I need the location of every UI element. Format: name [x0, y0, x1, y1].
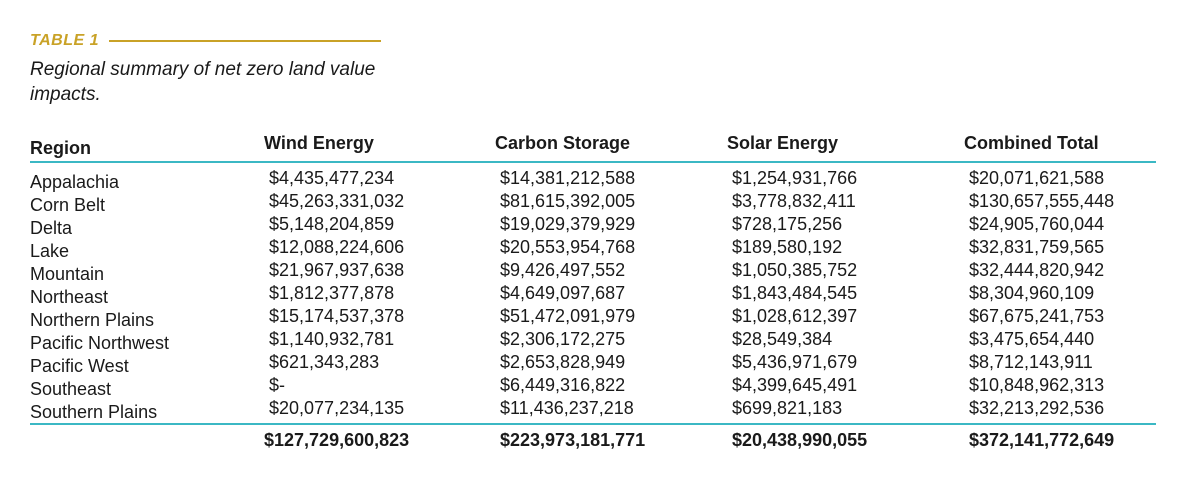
total-carbon-storage: $223,973,181,771: [500, 430, 646, 450]
cell-region: Corn Belt: [30, 195, 106, 215]
cell-combined-total: $24,905,760,044: [969, 214, 1105, 234]
cell-region: Pacific Northwest: [30, 333, 170, 353]
cell-combined-total: $8,712,143,911: [969, 352, 1093, 372]
table-row: Southern Plains $20,077,234,135 $11,436,23…: [30, 398, 1156, 422]
cell-wind-energy: $1,140,932,781: [269, 329, 395, 349]
table-caption: Regional summary of net zero land value …: [30, 59, 376, 105]
cell-solar-energy: $4,399,645,491: [732, 375, 858, 395]
cell-solar-energy: $1,050,385,752: [732, 260, 858, 280]
cell-region: Delta: [30, 218, 73, 238]
cell-combined-total: $8,304,960,109: [969, 283, 1095, 303]
cell-wind-energy: $1,812,377,878: [269, 283, 395, 303]
cell-combined-total: $10,848,962,313: [969, 375, 1105, 395]
cell-carbon-storage: $6,449,316,822: [500, 375, 626, 395]
table-row: Pacific West $621,343,283 $2,653,828,949 $5…: [30, 352, 1156, 376]
data-table: Region Wind Energy Carbon Storage Solar …: [30, 130, 1156, 450]
cell-region: Appalachia: [30, 172, 120, 192]
cell-solar-energy: $1,028,612,397: [732, 306, 858, 326]
cell-solar-energy: $699,821,183: [732, 398, 843, 418]
cell-solar-energy: $3,778,832,411: [732, 191, 856, 211]
cell-region: Southern Plains: [30, 402, 158, 422]
cell-carbon-storage: $11,436,237,218: [500, 398, 634, 418]
cell-combined-total: $32,444,820,942: [969, 260, 1105, 280]
cell-carbon-storage: $2,653,828,949: [500, 352, 626, 372]
cell-combined-total: $130,657,555,448: [969, 191, 1115, 211]
table-number: TABLE 1: [30, 32, 99, 49]
header-wind-energy: Wind Energy: [264, 133, 374, 153]
table-row: Northern Plains $15,174,537,378 $51,472,09…: [30, 306, 1156, 330]
cell-carbon-storage: $2,306,172,275: [500, 329, 626, 349]
total-solar-energy: $20,438,990,055: [732, 430, 868, 450]
cell-wind-energy: $45,263,331,032: [269, 191, 405, 211]
cell-wind-energy: $20,077,234,135: [269, 398, 405, 418]
cell-wind-energy: $15,174,537,378: [269, 306, 405, 326]
table-row: Pacific Northwest $1,140,932,781 $2,306,17…: [30, 329, 1156, 353]
cell-carbon-storage: $81,615,392,005: [500, 191, 636, 211]
cell-region: Northern Plains: [30, 310, 155, 330]
label-rule: [108, 40, 381, 42]
cell-region: Northeast: [30, 287, 109, 307]
cell-solar-energy: $28,549,384: [732, 329, 833, 349]
header-region: Region: [30, 138, 91, 158]
cell-carbon-storage: $9,426,497,552: [500, 260, 626, 280]
table-row: Northeast $1,812,377,878 $4,649,097,687 $1,…: [30, 283, 1156, 307]
cell-combined-total: $32,831,759,565: [969, 237, 1105, 257]
header-combined-total: Combined Total: [964, 133, 1099, 153]
table-row: Corn Belt $45,263,331,032 $81,615,392,005 $…: [30, 191, 1156, 215]
table-row: Appalachia $4,435,477,234 $14,381,212,588 $…: [30, 168, 1156, 192]
cell-carbon-storage: $4,649,097,687: [500, 283, 626, 303]
cell-region: Pacific West: [30, 356, 129, 376]
totals-rule: [30, 423, 1156, 425]
table-row: Southeast $- $6,449,316,822 $4,399,645,491 $…: [30, 375, 1156, 399]
cell-carbon-storage: $51,472,091,979: [500, 306, 636, 326]
cell-wind-energy: $21,967,937,638: [269, 260, 405, 280]
cell-solar-energy: $728,175,256: [732, 214, 843, 234]
cell-combined-total: $3,475,654,440: [969, 329, 1095, 349]
cell-region: Southeast: [30, 379, 112, 399]
header-row: Region Wind Energy Carbon Storage Solar …: [30, 130, 1156, 162]
total-wind-energy: $127,729,600,823: [264, 430, 410, 450]
cell-region: Lake: [30, 241, 70, 261]
cell-wind-energy: $621,343,283: [269, 352, 380, 372]
cell-wind-energy: $12,088,224,606: [269, 237, 405, 257]
header-carbon-storage: Carbon Storage: [495, 133, 631, 153]
cell-solar-energy: $5,436,971,679: [732, 352, 858, 372]
table-row: Mountain $21,967,937,638 $9,426,497,552 $1,…: [30, 260, 1156, 284]
header-rule: [30, 161, 1156, 163]
cell-combined-total: $32,213,292,536: [969, 398, 1105, 418]
cell-carbon-storage: $14,381,212,588: [500, 168, 636, 188]
total-combined: $372,141,772,649: [969, 430, 1115, 450]
cell-combined-total: $20,071,621,588: [969, 168, 1105, 188]
table-row: Lake $12,088,224,606 $20,553,954,768 $189,5…: [30, 237, 1156, 261]
cell-wind-energy: $4,435,477,234: [269, 168, 395, 188]
cell-solar-energy: $189,580,192: [732, 237, 843, 257]
cell-solar-energy: $1,254,931,766: [732, 168, 858, 188]
cell-wind-energy: $-: [269, 375, 286, 395]
cell-region: Mountain: [30, 264, 105, 284]
cell-wind-energy: $5,148,204,859: [269, 214, 395, 234]
header-solar-energy: Solar Energy: [727, 133, 839, 153]
cell-combined-total: $67,675,241,753: [969, 306, 1105, 326]
cell-carbon-storage: $19,029,379,929: [500, 214, 636, 234]
cell-carbon-storage: $20,553,954,768: [500, 237, 636, 257]
table-row: Delta $5,148,204,859 $19,029,379,929 $728,1…: [30, 214, 1156, 238]
cell-solar-energy: $1,843,484,545: [732, 283, 858, 303]
table-label: TABLE 1: [30, 32, 381, 50]
